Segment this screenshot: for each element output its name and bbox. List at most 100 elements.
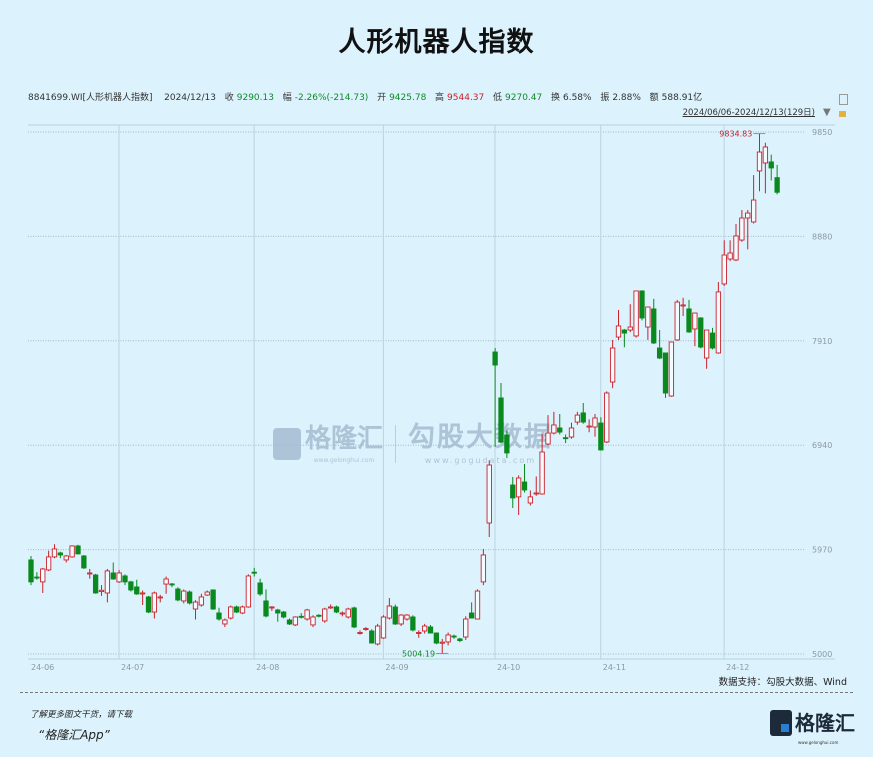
candle-down (557, 427, 563, 433)
candle-down (286, 619, 293, 625)
open-label: 开 (377, 93, 387, 103)
candle-down (369, 630, 375, 644)
candle-down (698, 317, 704, 348)
candle-down (433, 632, 440, 644)
candle-down (651, 308, 657, 344)
candle-down (598, 422, 604, 451)
candle-up (703, 329, 710, 359)
candle-up (739, 217, 745, 241)
candle-down (492, 351, 498, 366)
watermark: 格隆汇 www.gelonghui.com 勾股大数据 www.gogudata.c… (273, 422, 553, 466)
candle-up (486, 464, 492, 524)
candle-down (28, 559, 34, 583)
candle-up (568, 427, 575, 438)
candle-down (427, 626, 434, 634)
candle-down (639, 290, 645, 319)
footer-line2: “格隆汇App” (38, 728, 110, 742)
candle-down (175, 588, 181, 601)
candle-down (145, 596, 152, 613)
candle-down (186, 591, 193, 604)
candle-up (87, 572, 93, 575)
high-label: 高 (435, 93, 445, 103)
candle-up (63, 555, 69, 561)
candle-up (222, 619, 228, 625)
candle-up (45, 556, 52, 571)
watermark-url2: www.gogudata.com (424, 456, 537, 465)
candle-up (633, 290, 639, 337)
candle-up (398, 614, 404, 625)
y-tick-label: 5000 (812, 650, 832, 659)
candle-up (304, 609, 310, 620)
date-range-selector[interactable]: 2024/06/06-2024/12/13(129日) (682, 108, 815, 118)
close-value: 9290.13 (236, 93, 274, 103)
candle-up (515, 477, 522, 498)
candle-down (92, 574, 99, 594)
candle-down (686, 308, 692, 333)
amplitude-value: 2.88% (612, 93, 641, 103)
candle-down (210, 589, 216, 610)
candle-up (380, 616, 387, 639)
candle-up (733, 235, 739, 261)
candle-down (392, 606, 398, 625)
candle-down (351, 607, 357, 628)
footer-line1: 了解更多图文干货，请下载 (30, 710, 133, 720)
watermark-url1: www.gelonghui.com (313, 456, 375, 464)
candle-up (98, 589, 105, 593)
watermark-brand1: 格隆汇 (305, 423, 384, 454)
y-tick-label: 7910 (812, 337, 832, 346)
y-tick-label: 5970 (812, 546, 832, 555)
candle-up (345, 608, 351, 618)
candle-up (668, 341, 675, 397)
candle-up (574, 414, 581, 423)
candle-up (756, 151, 763, 172)
candle-up (157, 596, 163, 599)
x-tick-label: 24-07 (121, 663, 144, 672)
candle-up (674, 301, 680, 341)
caret-down-icon[interactable]: ▼ (823, 107, 831, 118)
candle-up (551, 424, 557, 434)
candle-down (333, 606, 340, 613)
candle-down (110, 572, 116, 580)
candle-up (181, 590, 187, 602)
candle-up (762, 146, 769, 164)
index-code: 8841699.WI[人形机器人指数] (28, 93, 153, 103)
candle-down (774, 177, 780, 193)
candle-down (498, 397, 504, 443)
y-tick-label: 9850 (812, 128, 832, 137)
candle-up (421, 625, 428, 632)
candle-down (768, 161, 774, 169)
candle-up (245, 575, 252, 608)
candle-up (69, 545, 75, 558)
candle-up (604, 392, 610, 443)
low-label: 低 (493, 93, 503, 103)
candle-up (40, 568, 46, 583)
x-tick-label: 24-11 (603, 663, 626, 672)
candle-down (709, 332, 716, 349)
open-value: 9425.78 (389, 93, 427, 103)
candle-up (310, 616, 316, 626)
candle-up (445, 634, 451, 643)
quote-date: 2024/12/13 (164, 93, 216, 103)
candle-up (745, 212, 751, 219)
settings-icon[interactable] (839, 111, 846, 117)
candle-down (257, 582, 263, 595)
chart-title: 人形机器人指数 (338, 27, 535, 58)
amount-label: 额 (649, 93, 659, 103)
candle-up (727, 252, 733, 260)
candle-up (545, 432, 551, 445)
candle-down (457, 638, 463, 641)
watermark-brand2: 勾股大数据 (408, 422, 554, 453)
logo-text: 格隆汇 (795, 711, 855, 735)
document-icon[interactable] (839, 94, 848, 105)
candle-up (239, 606, 246, 614)
candle-up (615, 325, 622, 338)
candle-down (34, 576, 40, 579)
candle-down (468, 612, 475, 619)
candle-up (404, 614, 410, 620)
candle-up (228, 606, 234, 619)
x-tick-label: 24-08 (256, 663, 279, 672)
candle-down (233, 606, 240, 613)
candle-up (592, 417, 598, 428)
candle-up (527, 496, 534, 504)
candle-down (298, 615, 304, 618)
